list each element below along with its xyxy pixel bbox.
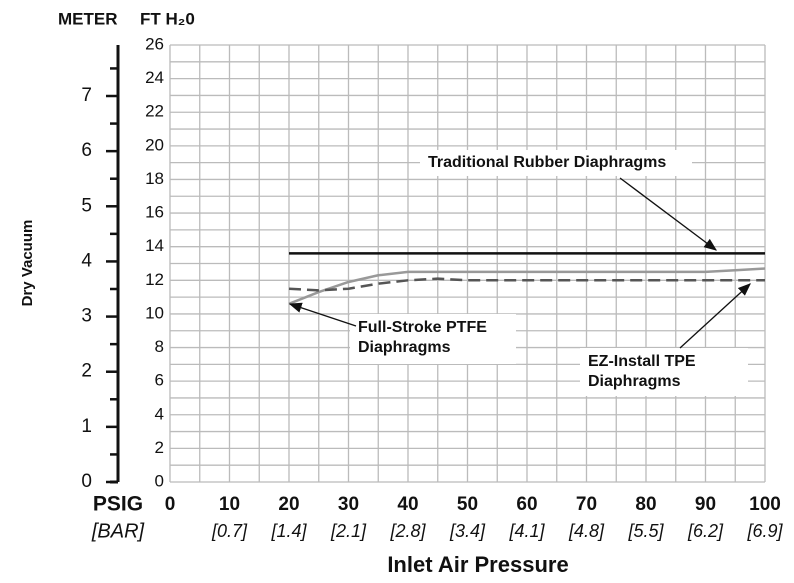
- x-tick-label: 40: [397, 494, 418, 515]
- y2-tick-label: 3: [81, 306, 92, 327]
- x-tick-label: 60: [516, 494, 537, 515]
- x2-tick-label: [0.7]: [211, 521, 248, 541]
- x-tick-label: 80: [635, 494, 656, 515]
- x2-tick-label: [6.9]: [746, 521, 783, 541]
- y2-tick-label: 0: [81, 471, 92, 492]
- y-tick-label: 4: [155, 404, 164, 423]
- label-box: [350, 314, 516, 364]
- label-box: [580, 348, 748, 396]
- y-tick-label: 26: [145, 34, 164, 53]
- x2-tick-label: [6.2]: [687, 521, 724, 541]
- y2-tick-label: 5: [81, 195, 92, 216]
- annotation: Traditional Rubber Diaphragms: [428, 154, 666, 171]
- x-tick-label: 90: [695, 494, 716, 515]
- x2-tick-label: [4.1]: [508, 521, 545, 541]
- x-tick-label: 30: [338, 494, 359, 515]
- y-tick-label: 24: [145, 68, 164, 87]
- x-tick-label: 10: [219, 494, 240, 515]
- y-tick-label: 8: [155, 337, 164, 356]
- x-unit2-label: [BAR]: [91, 520, 145, 542]
- y-tick-label: 16: [145, 203, 164, 222]
- x-tick-label: 20: [278, 494, 299, 515]
- y-tick-label: 12: [145, 270, 164, 289]
- y2-tick-label: 4: [81, 250, 92, 271]
- y2-axis-title: METER: [58, 9, 118, 28]
- x2-tick-label: [2.1]: [330, 521, 367, 541]
- annotation: EZ-Install TPE Diaphragms: [588, 353, 696, 390]
- y-tick-label: 0: [155, 471, 164, 490]
- y-tick-label: 2: [155, 438, 164, 457]
- y-tick-label: 10: [145, 303, 164, 322]
- annotation-arrow: [619, 177, 718, 251]
- side-label: Dry Vacuum: [19, 220, 36, 307]
- series-line: [288, 277, 765, 292]
- y-tick-label: 18: [145, 169, 164, 188]
- y2-tick-label: 6: [81, 140, 92, 161]
- x-tick-label: 0: [165, 494, 176, 515]
- y2-tick-label: 1: [81, 416, 92, 437]
- y-tick-label: 22: [145, 102, 164, 121]
- annotation: Full-Stroke PTFE Diaphragms: [358, 319, 487, 356]
- x2-tick-label: [5.5]: [627, 521, 664, 541]
- series-line: [288, 267, 766, 306]
- x-unit-label: PSIG: [93, 493, 143, 516]
- y2-tick-label: 7: [81, 85, 92, 106]
- y-axis-title: FT H₂0: [140, 9, 195, 28]
- x2-tick-label: [4.8]: [568, 521, 605, 541]
- x-tick-label: 100: [749, 494, 781, 515]
- x-tick-label: 70: [576, 494, 597, 515]
- annotation-arrow: [679, 283, 751, 349]
- x2-tick-label: [2.8]: [389, 521, 426, 541]
- label-box: [420, 150, 692, 176]
- y-tick-label: 6: [155, 371, 164, 390]
- y-tick-label: 14: [145, 236, 164, 255]
- x-axis-title: Inlet Air Pressure: [387, 552, 568, 577]
- y-tick-label: 20: [145, 135, 164, 154]
- x-tick-label: 50: [457, 494, 478, 515]
- x2-tick-label: [1.4]: [270, 521, 307, 541]
- y2-tick-label: 2: [81, 361, 92, 382]
- x2-tick-label: [3.4]: [449, 521, 486, 541]
- annotation-arrow: [288, 302, 357, 327]
